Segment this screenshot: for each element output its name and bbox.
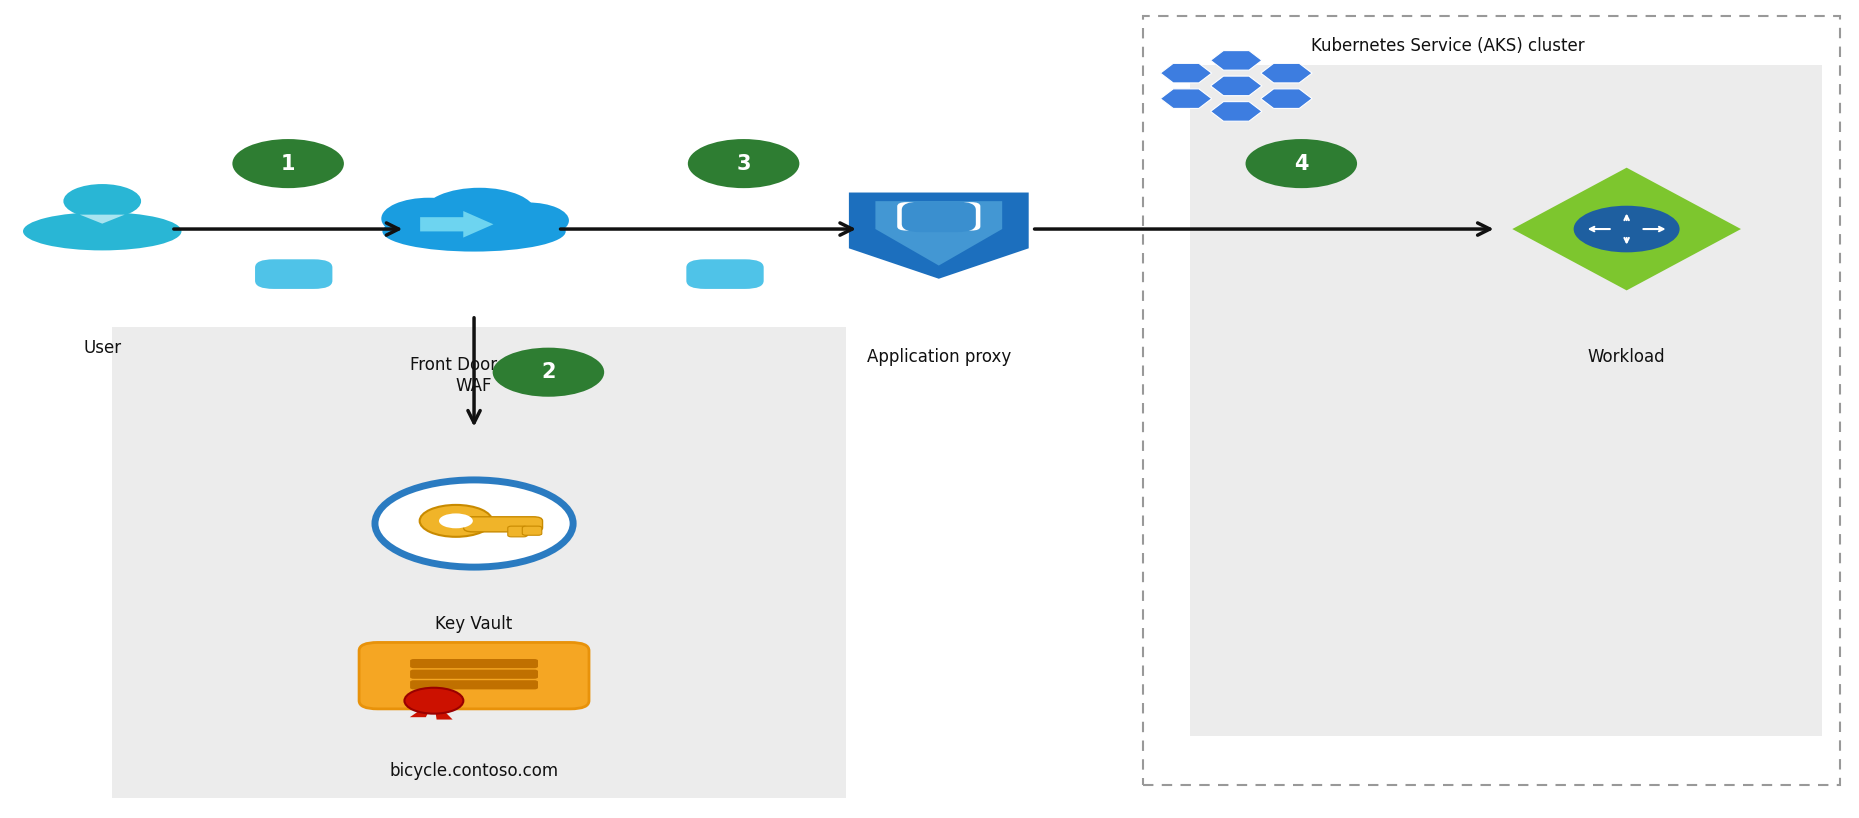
Circle shape [487, 203, 569, 239]
FancyBboxPatch shape [359, 642, 589, 709]
FancyBboxPatch shape [112, 327, 846, 798]
Text: 2: 2 [541, 362, 556, 382]
Text: Workload: Workload [1588, 348, 1666, 366]
Circle shape [232, 139, 344, 188]
Text: bicycle.contoso.com: bicycle.contoso.com [390, 762, 558, 780]
Text: 3: 3 [736, 154, 751, 173]
Text: User: User [84, 339, 121, 357]
FancyBboxPatch shape [686, 259, 764, 289]
Circle shape [424, 188, 535, 237]
Text: Front Door with
WAF: Front Door with WAF [411, 356, 537, 394]
Polygon shape [433, 701, 452, 720]
FancyBboxPatch shape [522, 526, 541, 535]
Text: Key Vault: Key Vault [435, 615, 513, 633]
Circle shape [390, 486, 558, 561]
Polygon shape [850, 192, 1028, 279]
Polygon shape [1160, 63, 1212, 83]
Polygon shape [1210, 101, 1262, 121]
Circle shape [1573, 206, 1681, 253]
Polygon shape [80, 214, 125, 223]
FancyBboxPatch shape [255, 259, 333, 289]
FancyBboxPatch shape [411, 681, 537, 690]
Circle shape [493, 348, 604, 397]
Polygon shape [1511, 168, 1740, 290]
Polygon shape [1210, 51, 1262, 70]
Polygon shape [876, 201, 1002, 266]
Circle shape [405, 688, 463, 713]
Ellipse shape [22, 212, 182, 250]
Text: Application proxy: Application proxy [866, 348, 1011, 366]
FancyBboxPatch shape [411, 670, 537, 679]
Circle shape [688, 139, 799, 188]
FancyBboxPatch shape [508, 526, 528, 537]
Text: 4: 4 [1294, 154, 1309, 173]
Ellipse shape [383, 211, 565, 252]
Polygon shape [1210, 76, 1262, 96]
Text: Kubernetes Service (AKS) cluster: Kubernetes Service (AKS) cluster [1311, 37, 1584, 55]
FancyBboxPatch shape [898, 202, 980, 231]
FancyBboxPatch shape [1190, 65, 1822, 736]
Circle shape [1246, 139, 1357, 188]
FancyBboxPatch shape [411, 659, 537, 668]
FancyBboxPatch shape [463, 517, 543, 532]
Circle shape [63, 184, 141, 218]
FancyBboxPatch shape [909, 230, 969, 236]
Polygon shape [420, 211, 493, 237]
Circle shape [376, 480, 573, 567]
FancyBboxPatch shape [902, 201, 976, 232]
Text: 1: 1 [281, 154, 296, 173]
Circle shape [420, 505, 493, 537]
FancyBboxPatch shape [928, 224, 950, 235]
Circle shape [381, 198, 476, 240]
Polygon shape [1260, 89, 1312, 109]
Polygon shape [1260, 63, 1312, 83]
Polygon shape [409, 701, 433, 717]
Circle shape [439, 514, 472, 528]
Polygon shape [1160, 89, 1212, 109]
